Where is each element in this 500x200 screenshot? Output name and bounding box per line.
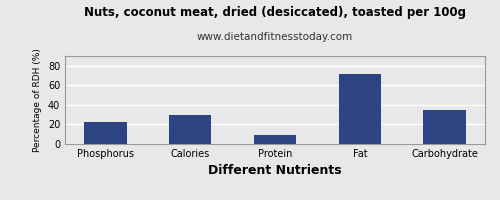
Text: www.dietandfitnesstoday.com: www.dietandfitnesstoday.com bbox=[197, 32, 353, 42]
Bar bbox=[424, 110, 466, 144]
Bar bbox=[338, 74, 381, 144]
Bar bbox=[254, 135, 296, 144]
Text: Nuts, coconut meat, dried (desiccated), toasted per 100g: Nuts, coconut meat, dried (desiccated), … bbox=[84, 6, 466, 19]
Bar bbox=[84, 122, 126, 144]
Bar bbox=[169, 115, 212, 144]
X-axis label: Different Nutrients: Different Nutrients bbox=[208, 164, 342, 177]
Y-axis label: Percentage of RDH (%): Percentage of RDH (%) bbox=[33, 48, 42, 152]
